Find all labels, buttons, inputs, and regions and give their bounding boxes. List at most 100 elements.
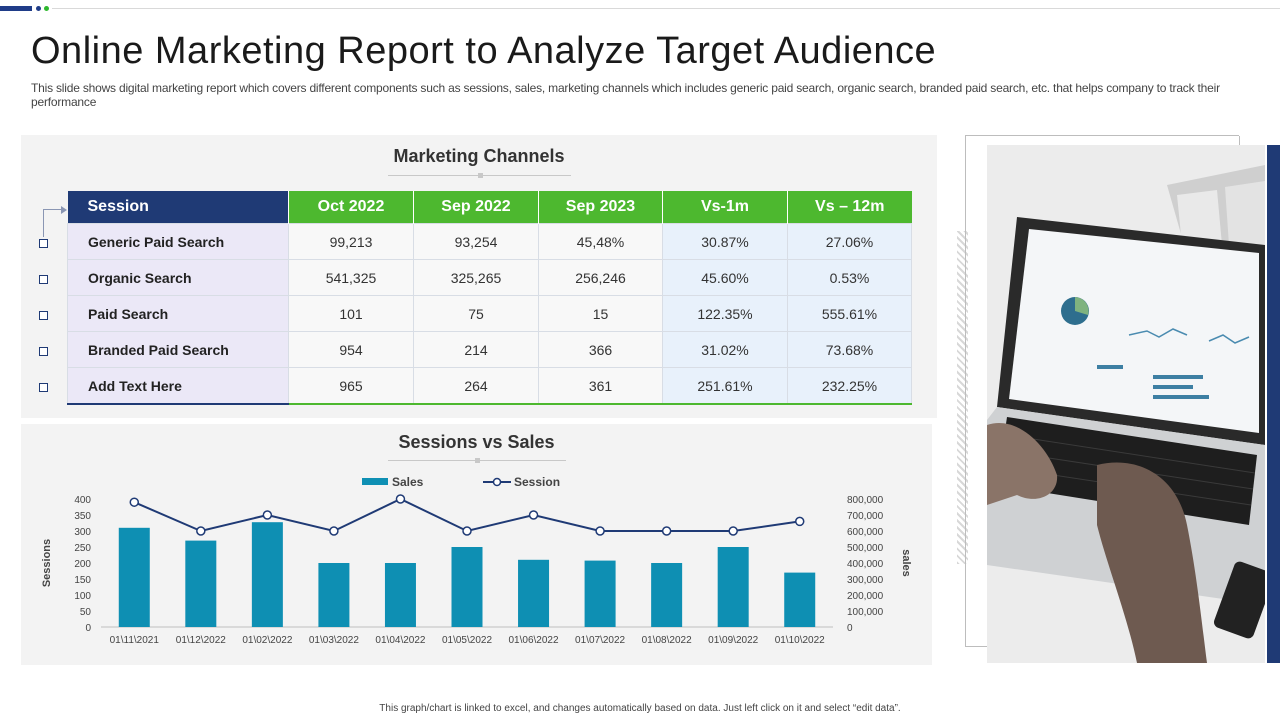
sales-bar <box>784 572 816 627</box>
table-cell: 93,254 <box>413 223 539 260</box>
table-cell: 232.25% <box>787 367 912 405</box>
y2-tick-label: 600,000 <box>847 527 884 538</box>
x-tick-label: 01\07\2022 <box>575 635 625 646</box>
table-header-row: Session Oct 2022 Sep 2022 Sep 2023 Vs-1m… <box>67 191 912 224</box>
session-line <box>133 497 800 533</box>
table-cell: 954 <box>288 331 414 368</box>
sales-bar <box>118 527 150 627</box>
sales-bar <box>717 547 749 627</box>
session-point <box>794 516 805 527</box>
table-cell: 45,48% <box>538 223 663 260</box>
table-cell: 541,325 <box>288 259 414 296</box>
x-tick-label: 01\06\2022 <box>509 635 559 646</box>
column-header: Sep 2022 <box>413 191 539 224</box>
channel-name: Organic Search <box>67 259 289 296</box>
x-tick-label: 01\12\2022 <box>176 635 226 646</box>
y-tick-label: 150 <box>74 575 91 586</box>
title-divider <box>388 173 571 178</box>
table-cell: 45.60% <box>662 259 788 296</box>
table-cell: 27.06% <box>787 223 912 260</box>
table-cell: 366 <box>538 331 663 368</box>
sales-bar <box>185 540 217 627</box>
column-header: Vs-1m <box>662 191 788 224</box>
laptop-photo <box>987 145 1265 663</box>
session-point <box>395 494 406 504</box>
chart-title: Sessions vs Sales <box>398 432 555 452</box>
sales-bar <box>518 559 550 627</box>
y2-tick-label: 0 <box>847 623 853 634</box>
table-row: Paid Search 101 75 15 122.35% 555.61% <box>67 295 912 332</box>
legend-label-session: Session <box>514 475 560 489</box>
row-bullet-icon <box>39 311 48 320</box>
x-tick-label: 01\02\2022 <box>242 635 292 646</box>
y2-tick-label: 700,000 <box>847 511 884 522</box>
channel-name: Add Text Here <box>67 367 289 405</box>
table-cell: 256,246 <box>538 259 663 296</box>
table-cell: 73.68% <box>787 331 912 368</box>
row-bullet-icon <box>39 383 48 392</box>
x-tick-label: 01\10\2022 <box>775 635 825 646</box>
x-tick-label: 01\05\2022 <box>442 635 492 646</box>
y2-tick-label: 200,000 <box>847 591 884 602</box>
table-cell: 325,265 <box>413 259 539 296</box>
session-point <box>728 526 738 536</box>
table-cell: 555.61% <box>787 295 912 332</box>
table-row: Add Text Here 965 264 361 251.61% 232.25… <box>67 367 912 405</box>
y-tick-label: 350 <box>74 511 91 522</box>
table-cell: 214 <box>413 331 539 368</box>
y2-tick-label: 300,000 <box>847 575 884 586</box>
channel-name: Branded Paid Search <box>67 331 289 368</box>
title-divider <box>388 458 566 463</box>
table-cell: 965 <box>288 367 414 405</box>
table-cell: 31.02% <box>662 331 788 368</box>
y-tick-label: 250 <box>74 543 91 554</box>
y-tick-label: 50 <box>80 607 92 618</box>
page-title: Online Marketing Report to Analyze Targe… <box>31 30 937 72</box>
y2-axis-label: sales <box>900 549 912 577</box>
session-point <box>262 510 273 520</box>
session-point <box>462 526 472 536</box>
column-header: Sep 2023 <box>538 191 663 224</box>
table-cell: 101 <box>288 295 414 332</box>
sales-bar <box>651 563 683 627</box>
y2-tick-label: 500,000 <box>847 543 884 554</box>
marketing-channels-title: Marketing Channels <box>393 146 565 166</box>
bracket-arrow-icon <box>61 206 67 214</box>
x-tick-label: 01\04\2022 <box>375 635 425 646</box>
legend-swatch-sales <box>362 478 388 485</box>
row-bullet-icon <box>39 239 48 248</box>
sessions-vs-sales-chart: Sales Session Sessions sales 0 50 100 150 20… <box>41 475 912 646</box>
table-cell: 75 <box>413 295 539 332</box>
y2-tick-label: 100,000 <box>847 607 884 618</box>
y-tick-label: 300 <box>74 527 91 538</box>
table-cell: 122.35% <box>662 295 788 332</box>
y2-tick-label: 400,000 <box>847 559 884 570</box>
y-tick-label: 100 <box>74 591 91 602</box>
sales-bar <box>318 563 350 627</box>
session-point <box>661 526 672 536</box>
table-row: Organic Search 541,325 325,265 256,246 4… <box>67 259 912 296</box>
decorative-hatch <box>957 231 968 564</box>
table-cell: 264 <box>413 367 539 405</box>
y-tick-label: 0 <box>85 623 91 634</box>
x-tick-label: 01\08\2022 <box>642 635 692 646</box>
row-bullet-icon <box>39 275 48 284</box>
sales-bar <box>384 563 416 627</box>
x-tick-label: 01\11\2021 <box>110 635 160 646</box>
session-point <box>528 510 539 520</box>
photo-accent-bar <box>1267 145 1280 663</box>
session-point <box>595 526 605 536</box>
table-cell: 251.61% <box>662 367 788 405</box>
y-axis-label: Sessions <box>41 539 53 587</box>
top-accent-bar <box>0 0 1280 14</box>
table-cell: 30.87% <box>662 223 788 260</box>
session-point <box>129 497 140 507</box>
table-row: Generic Paid Search 99,213 93,254 45,48%… <box>67 223 912 260</box>
column-header: Session <box>67 191 289 224</box>
x-tick-label: 01\09\2022 <box>708 635 758 646</box>
y-tick-label: 400 <box>74 495 91 506</box>
table-cell: 99,213 <box>288 223 414 260</box>
y2-tick-label: 800,000 <box>847 495 884 506</box>
table-cell: 0.53% <box>787 259 912 296</box>
channel-name: Paid Search <box>67 295 289 332</box>
